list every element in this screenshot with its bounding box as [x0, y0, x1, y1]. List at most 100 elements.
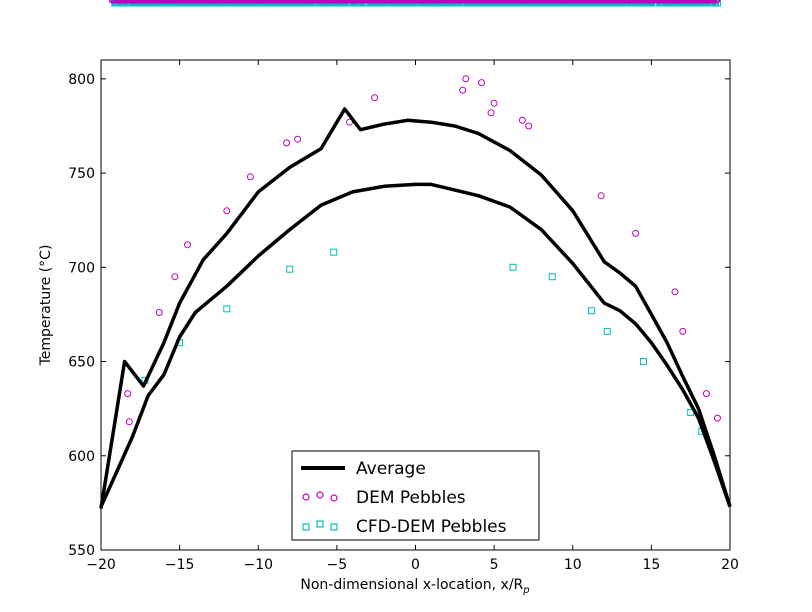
dem-data-point	[307, 0, 315, 4]
dem-data-point	[495, 0, 503, 4]
dem-data-point	[205, 0, 212, 4]
dem-data-point	[337, 0, 345, 4]
cfd-data-point	[603, 327, 611, 335]
y-tick-label: 700	[68, 260, 95, 276]
dem-data-point	[246, 173, 254, 181]
dem-data-point	[133, 0, 141, 4]
dem-data-point	[316, 0, 324, 4]
dem-data-point	[530, 0, 538, 4]
dem-data-point	[171, 273, 179, 281]
dem-data-point	[185, 0, 193, 4]
legend-cfd-marker	[316, 520, 324, 528]
dem-data-point	[602, 0, 610, 4]
x-tick-label: 15	[642, 557, 660, 573]
y-tick-label: 650	[68, 355, 95, 371]
dem-data-point	[680, 0, 688, 4]
dem-data-point	[170, 0, 178, 4]
dem-data-point	[220, 0, 228, 4]
dem-data-point	[360, 0, 368, 4]
dem-data-point	[649, 0, 657, 4]
dem-data-point	[657, 0, 665, 4]
dem-data-point	[572, 0, 580, 4]
dem-data-point	[258, 0, 266, 4]
dem-data-point	[694, 0, 702, 4]
dem-data-point	[459, 86, 467, 94]
dem-data-point	[270, 0, 278, 4]
dem-data-point	[238, 0, 246, 4]
dem-data-point	[525, 122, 533, 130]
dem-data-point	[553, 0, 561, 4]
dem-data-point	[235, 0, 242, 4]
dem-data-point	[576, 0, 584, 4]
x-tick-label: −5	[327, 557, 348, 573]
legend: Average DEM Pebbles CFD-DEM Pebbles	[291, 450, 540, 541]
dem-data-point	[702, 390, 710, 398]
dem-data-point	[285, 0, 292, 4]
dem-data-point	[279, 0, 287, 4]
x-tick-label: −15	[165, 557, 195, 573]
dem-data-point	[674, 0, 682, 4]
legend-cfd-marker	[302, 523, 310, 531]
average-line-cfd	[99, 182, 732, 508]
dem-data-point	[223, 207, 231, 215]
dem-data-point	[207, 0, 215, 4]
dem-data-point	[182, 0, 190, 4]
dem-data-point	[606, 0, 614, 4]
dem-data-point	[405, 0, 413, 4]
legend-average-label: Average	[356, 459, 426, 479]
dem-data-point	[113, 0, 121, 4]
dem-data-point	[222, 0, 230, 4]
dem-data-point	[424, 0, 432, 4]
dem-data-point	[229, 0, 237, 4]
dem-data-point	[400, 0, 408, 4]
x-tick-label: 5	[490, 557, 499, 573]
dem-data-point	[196, 0, 204, 4]
dem-data-point	[593, 0, 601, 4]
dem-data-point	[135, 0, 143, 4]
legend-dem-label: DEM Pebbles	[356, 488, 466, 508]
dem-data-point	[453, 0, 461, 4]
dem-data-point	[415, 0, 423, 4]
dem-data-point	[626, 0, 634, 4]
dem-data-point	[654, 0, 662, 4]
dem-data-point	[215, 0, 223, 4]
dem-data-point	[701, 0, 709, 4]
dem-data-point	[232, 0, 240, 4]
dem-data-point	[382, 0, 390, 4]
dem-data-point	[247, 0, 255, 4]
dem-data-point	[346, 118, 353, 126]
dem-data-point	[568, 0, 575, 4]
cfd-data-point	[588, 307, 596, 315]
dem-data-point	[395, 0, 403, 4]
dem-data-point	[158, 0, 166, 4]
dem-data-point	[441, 0, 449, 4]
dem-data-point	[581, 0, 589, 4]
dem-data-point	[525, 0, 533, 4]
dem-data-point	[188, 0, 195, 4]
dem-data-point	[371, 94, 379, 102]
dem-data-point	[119, 0, 127, 4]
dem-data-point	[331, 0, 339, 4]
dem-data-point	[409, 0, 417, 4]
dem-data-point	[515, 0, 523, 4]
dem-data-point	[611, 0, 619, 4]
dem-data-point	[324, 0, 332, 4]
dem-data-point	[374, 0, 382, 4]
dem-data-point	[505, 0, 513, 4]
dem-data-point	[411, 0, 419, 4]
dem-data-point	[370, 0, 378, 4]
dem-data-point	[255, 0, 263, 4]
dem-data-point	[483, 0, 491, 4]
y-tick-label: 800	[68, 72, 95, 88]
y-axis-label: Temperature (°C)	[38, 245, 54, 367]
y-tick-label: 600	[68, 449, 95, 465]
dem-data-point	[561, 0, 569, 4]
dem-data-point	[686, 0, 694, 4]
dem-data-point	[266, 0, 274, 4]
dem-data-point	[691, 0, 698, 4]
dem-data-point	[303, 0, 311, 4]
y-tick-label: 750	[68, 166, 95, 182]
dem-data-point	[478, 79, 485, 87]
dem-data-point	[600, 0, 608, 4]
dem-data-point	[671, 0, 679, 4]
